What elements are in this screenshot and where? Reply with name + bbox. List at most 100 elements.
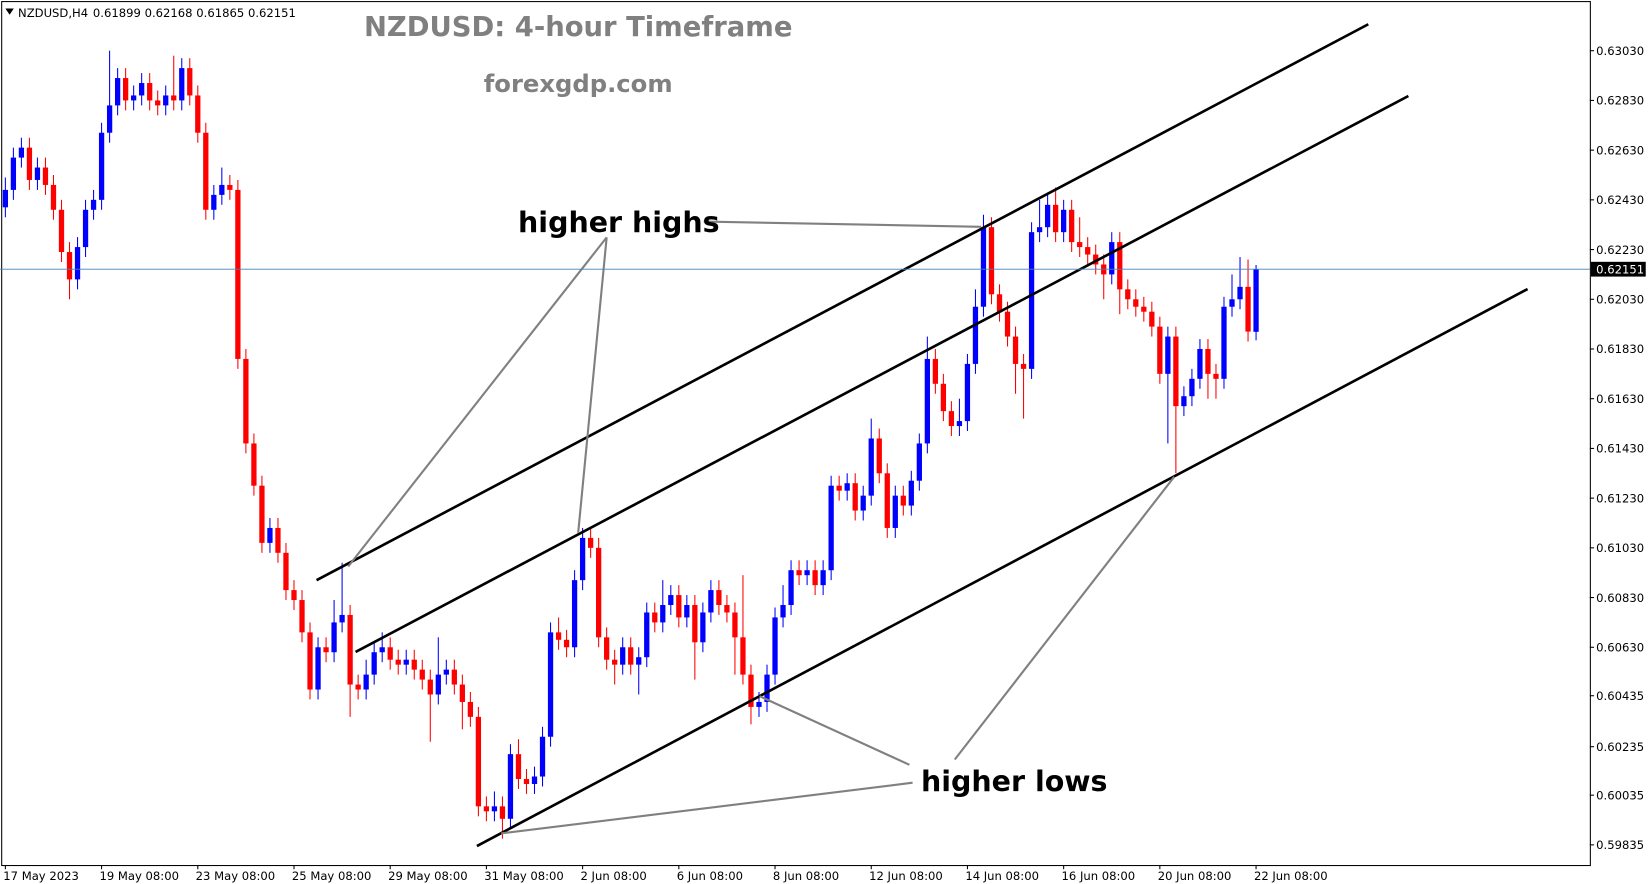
candle-body [772, 617, 778, 675]
candle-body [1044, 204, 1051, 228]
candle-body [2, 189, 9, 208]
candle-body [1237, 286, 1243, 300]
candle-body [299, 600, 305, 633]
candle-body [812, 570, 818, 586]
candle-body [692, 605, 698, 643]
candle-body [203, 132, 209, 210]
candle-body [291, 590, 297, 601]
candle-body [74, 247, 81, 280]
x-tick-label: 19 May 08:00 [99, 869, 179, 883]
x-tick-label: 25 May 08:00 [292, 869, 372, 883]
candle-body [1028, 232, 1035, 369]
candle-body [451, 669, 457, 685]
candle-body [179, 68, 185, 101]
candle-body [66, 252, 73, 280]
candle-body [1253, 269, 1259, 332]
candle-body [876, 438, 882, 474]
candle-body [636, 657, 642, 665]
menu-triangle[interactable] [5, 8, 14, 15]
y-tick-label: 0.62830 [1596, 94, 1644, 108]
candle-body [1052, 204, 1059, 233]
candles [2, 50, 1259, 839]
candle-body [916, 443, 922, 481]
current-price-label: 0.62151 [1596, 262, 1644, 276]
candle-body [251, 443, 257, 486]
candle-body [884, 473, 890, 528]
candle-body [587, 537, 594, 548]
annotation: higher lows [921, 765, 1108, 798]
candle-body [106, 105, 113, 133]
candle-body [187, 68, 193, 96]
candle-body [219, 184, 225, 195]
candle-body [82, 209, 89, 248]
candle-body [972, 306, 979, 364]
pointer [703, 220, 982, 228]
candle-body [868, 438, 874, 496]
y-tick-label: 0.60830 [1596, 591, 1644, 605]
candle-body [555, 632, 562, 640]
candle-body [948, 411, 955, 427]
candle-body [940, 383, 947, 412]
candle-body [539, 736, 546, 777]
candle-body [844, 483, 850, 491]
candle-body [26, 147, 33, 180]
candle-body [163, 95, 169, 106]
candle-body [1189, 378, 1195, 397]
candle-body [235, 189, 241, 359]
candle-body [788, 570, 794, 606]
candle-body [467, 701, 474, 717]
candle-body [1213, 373, 1219, 379]
candle-body [275, 527, 281, 553]
x-tick-label: 2 Jun 08:00 [581, 869, 647, 883]
candle-body [1085, 247, 1091, 255]
candle-body [283, 552, 289, 591]
candle-body [1012, 336, 1019, 364]
candle-body [515, 754, 522, 780]
candle-body [596, 547, 602, 638]
close-value: 0.62151 [248, 6, 296, 20]
candle-body [131, 95, 137, 101]
candle-body [331, 622, 337, 653]
y-tick-label: 0.62430 [1596, 193, 1644, 207]
candle-body [1149, 311, 1155, 327]
candle-body [1020, 363, 1027, 369]
candle-body [1077, 242, 1083, 248]
y-tick-label: 0.61030 [1596, 541, 1644, 555]
candle-body [716, 590, 722, 606]
candle-body [371, 652, 377, 675]
channel-middle [354, 94, 1409, 654]
candle-body [1245, 286, 1251, 332]
candle-body [491, 806, 498, 812]
x-tick-label: 16 Jun 08:00 [1062, 869, 1136, 883]
x-tick-label: 22 Jun 08:00 [1254, 869, 1328, 883]
low-value: 0.61865 [196, 6, 244, 20]
candle-body [836, 485, 842, 491]
candle-body [387, 647, 393, 660]
channel-lines [315, 23, 1529, 848]
y-tick-label: 0.60235 [1596, 740, 1644, 754]
candle-body [1181, 396, 1187, 407]
x-tick-label: 12 Jun 08:00 [869, 869, 943, 883]
candle-body [443, 669, 449, 675]
y-tick-label: 0.60435 [1596, 689, 1644, 703]
open-value: 0.61899 [93, 6, 141, 20]
pointer [501, 781, 913, 835]
candle-body [1061, 209, 1067, 233]
candle-body [932, 358, 939, 384]
candle-body [676, 595, 682, 618]
candle-body [892, 495, 898, 528]
candle-body [139, 83, 145, 96]
candle-body [10, 157, 17, 190]
candle-body [780, 605, 786, 618]
candle-body [684, 605, 690, 618]
candle-body [323, 647, 329, 653]
candle-body [411, 659, 417, 670]
plot-frame [1, 1, 1591, 867]
candle-body [155, 100, 161, 106]
candle-body [628, 647, 634, 665]
candle-body [988, 227, 995, 295]
candle-body [547, 632, 554, 737]
candle-body [1141, 306, 1147, 312]
